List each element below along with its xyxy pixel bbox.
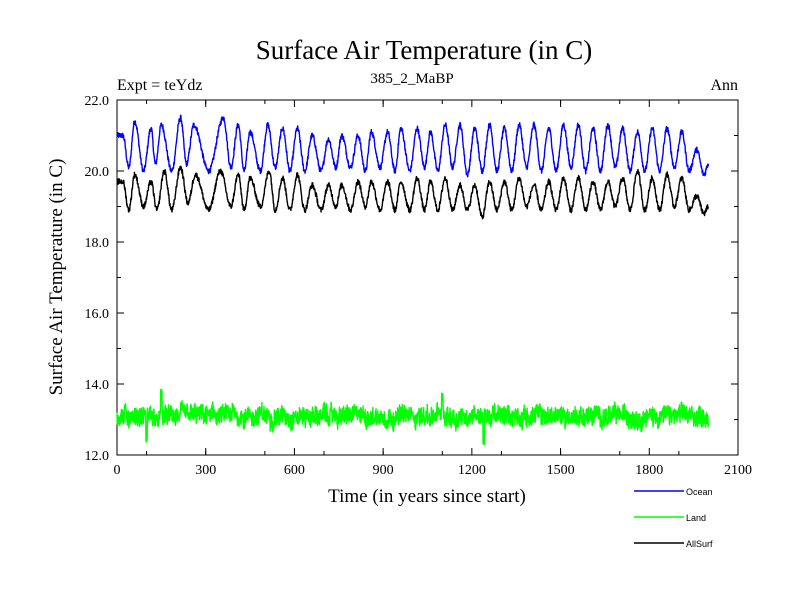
series-line-land <box>116 388 710 446</box>
x-tick-label: 1500 <box>547 463 575 478</box>
series-line-allsurf <box>116 165 710 220</box>
x-tick-label: 600 <box>284 463 305 478</box>
subtitle-left: Expt = teYdz <box>117 77 202 94</box>
y-tick-label: 14.0 <box>85 378 110 393</box>
x-tick-label: 900 <box>373 463 394 478</box>
x-axis-label: Time (in years since start) <box>328 486 526 507</box>
series-line-ocean <box>116 114 710 178</box>
y-tick-label: 12.0 <box>85 449 110 464</box>
subtitle-right: Ann <box>710 77 738 94</box>
x-tick-label: 0 <box>114 463 121 478</box>
chart-title: Surface Air Temperature (in C) <box>256 35 593 65</box>
x-tick-label: 1800 <box>635 463 663 478</box>
y-tick-label: 16.0 <box>85 307 110 322</box>
y-tick-label: 20.0 <box>85 165 110 180</box>
x-tick-label: 1200 <box>458 463 486 478</box>
x-tick-label: 2100 <box>724 463 752 478</box>
legend-label-allsurf: AllSurf <box>686 539 713 549</box>
y-tick-label: 22.0 <box>85 94 110 109</box>
legend-label-land: Land <box>686 513 706 523</box>
legend-label-ocean: Ocean <box>686 487 713 497</box>
y-axis-label: Surface Air Temperature (in C) <box>46 159 67 396</box>
x-tick-label: 300 <box>195 463 216 478</box>
y-tick-label: 18.0 <box>85 236 110 251</box>
subtitle-center: 385_2_MaBP <box>370 71 453 87</box>
